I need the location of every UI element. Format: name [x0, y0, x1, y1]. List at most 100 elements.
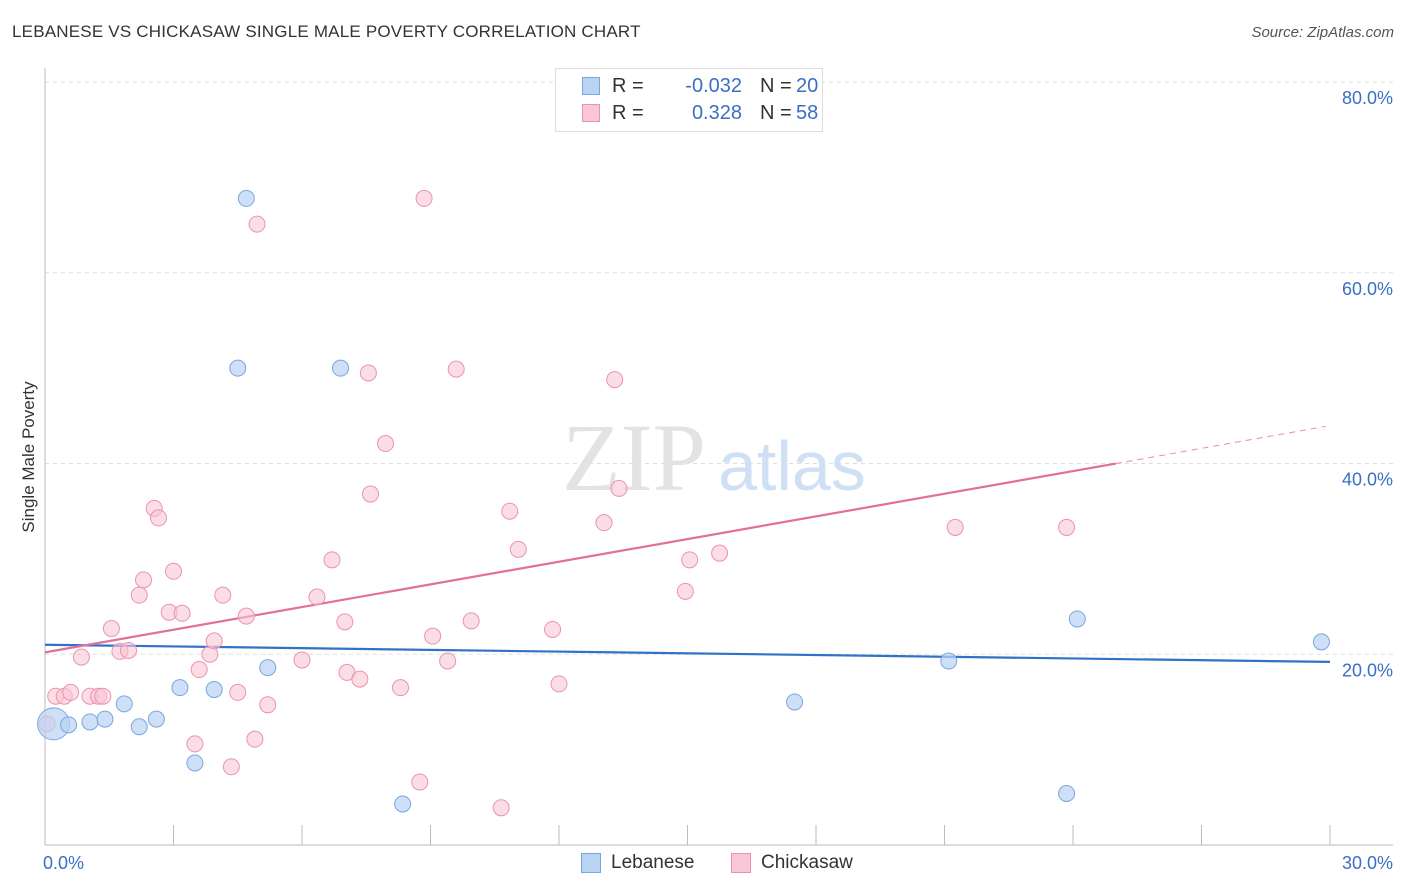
watermark-atlas: atlas	[718, 427, 866, 505]
x-tick-label: 30.0%	[1342, 853, 1393, 873]
chickasaw-point	[186, 735, 204, 753]
r-value: 0.328	[691, 102, 742, 124]
chickasaw-point	[606, 371, 624, 389]
chickasaw-point	[509, 540, 527, 558]
data-points	[37, 189, 1330, 817]
chart-source: Source: ZipAtlas.com	[1251, 24, 1394, 41]
x-tick-label: 0.0%	[43, 853, 84, 873]
lebanese-point	[1312, 633, 1330, 651]
trend-lines	[44, 425, 1331, 663]
chickasaw-point	[214, 586, 232, 604]
lebanese-point	[1068, 610, 1086, 628]
chickasaw-swatch	[582, 104, 600, 122]
chickasaw-point	[351, 670, 369, 688]
n-label: N =	[760, 75, 792, 97]
chickasaw-point	[492, 799, 510, 817]
chickasaw-point	[681, 551, 699, 569]
lebanese-point	[940, 652, 958, 670]
chickasaw-point	[72, 648, 90, 666]
chickasaw-point	[308, 588, 326, 606]
chickasaw-point	[676, 582, 694, 600]
chickasaw-point	[544, 620, 562, 638]
lebanese-swatch	[581, 853, 601, 873]
chickasaw-point	[447, 360, 465, 378]
chickasaw-point	[424, 627, 442, 645]
chickasaw-point	[135, 571, 153, 589]
chickasaw-point	[595, 514, 613, 532]
lebanese-point	[186, 754, 204, 772]
chickasaw-point	[94, 687, 112, 705]
legend-label: Chickasaw	[761, 852, 853, 873]
chickasaw-point	[62, 683, 80, 701]
y-tick-label: 20.0%	[1342, 660, 1393, 680]
chart-title: LEBANESE VS CHICKASAW SINGLE MALE POVERT…	[12, 22, 641, 41]
chickasaw-point	[259, 696, 277, 714]
gridlines	[45, 81, 1393, 655]
tick-labels: 20.0% 40.0% 60.0% 80.0% 0.0% 30.0%	[43, 88, 1393, 873]
chickasaw-point	[439, 652, 457, 670]
chickasaw-point	[946, 518, 964, 536]
lebanese-point	[229, 359, 247, 377]
chickasaw-point	[462, 612, 480, 630]
chickasaw-point	[102, 620, 120, 638]
chickasaw-point	[130, 586, 148, 604]
chickasaw-point	[550, 675, 568, 693]
chickasaw-point	[190, 661, 208, 679]
r-label: R =	[612, 75, 644, 97]
chickasaw-point	[246, 730, 264, 748]
chickasaw-point	[362, 485, 380, 503]
chickasaw-point	[150, 509, 168, 527]
r-label: R =	[612, 102, 644, 124]
lebanese-point	[332, 359, 350, 377]
watermark-zip: ZIP	[562, 404, 706, 511]
lebanese-point	[786, 693, 804, 711]
lebanese-point	[237, 189, 255, 207]
chickasaw-point	[222, 758, 240, 776]
chickasaw-point	[165, 562, 182, 580]
chickasaw-point	[1058, 518, 1076, 536]
chickasaw-point	[323, 551, 341, 569]
chickasaw-point	[120, 641, 138, 659]
lebanese-trend-line	[44, 643, 1331, 663]
lebanese-point	[130, 718, 148, 736]
y-tick-label: 80.0%	[1342, 88, 1393, 108]
n-value: 58	[796, 102, 819, 124]
chickasaw-point	[336, 613, 354, 631]
lebanese-point	[147, 710, 165, 728]
lebanese-point	[115, 695, 133, 713]
watermark: ZIP atlas	[562, 404, 866, 511]
chickasaw-point	[411, 773, 429, 791]
y-tick-label: 60.0%	[1342, 279, 1393, 299]
chickasaw-point	[359, 364, 377, 382]
n-label: N =	[760, 102, 792, 124]
chickasaw-point	[293, 651, 311, 669]
lebanese-point	[171, 679, 189, 697]
lebanese-point	[394, 795, 412, 813]
chickasaw-trend-extension	[1115, 425, 1326, 465]
chickasaw-point	[610, 479, 628, 497]
lebanese-swatch	[582, 77, 600, 95]
correlation-legend: R = -0.032 N = 20 R = 0.328 N = 58	[555, 68, 823, 132]
axes	[44, 68, 1393, 846]
chickasaw-point	[377, 435, 395, 453]
chickasaw-point	[415, 189, 433, 207]
chickasaw-swatch	[731, 853, 751, 873]
chickasaw-point	[237, 607, 255, 625]
chickasaw-point	[501, 502, 519, 520]
chickasaw-point	[248, 215, 266, 233]
chickasaw-point	[229, 683, 247, 701]
r-value: -0.032	[685, 75, 742, 97]
chickasaw-point	[711, 544, 729, 562]
n-value: 20	[796, 75, 819, 97]
lebanese-point	[1058, 785, 1076, 803]
y-axis-label: Single Male Poverty	[19, 381, 38, 533]
lebanese-point	[205, 681, 223, 699]
lebanese-point	[60, 716, 78, 734]
chickasaw-point	[205, 632, 223, 650]
lebanese-point	[81, 713, 99, 731]
chickasaw-point	[392, 679, 410, 697]
chickasaw-point	[173, 604, 191, 622]
chickasaw-trend-line	[44, 462, 1117, 654]
lebanese-point	[259, 659, 277, 677]
